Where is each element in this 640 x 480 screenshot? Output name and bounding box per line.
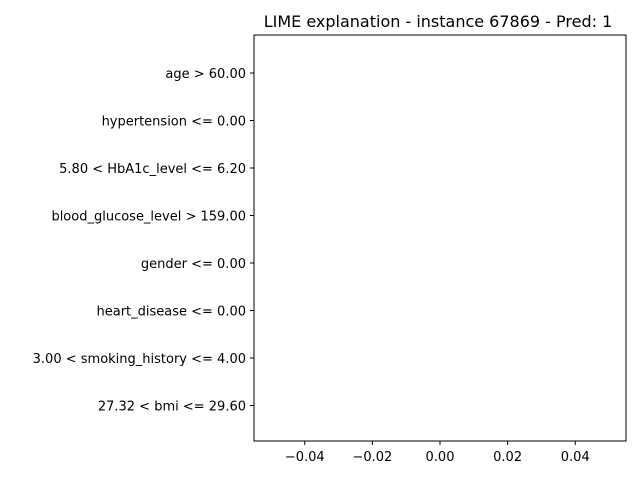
y-tick-label: 3.00 < smoking_history <= 4.00: [33, 352, 246, 367]
y-tick-label: age > 60.00: [165, 67, 246, 82]
y-tick-label: gender <= 0.00: [141, 257, 246, 272]
x-tick-label: −0.02: [352, 450, 392, 465]
y-tick-label: 5.80 < HbA1c_level <= 6.20: [59, 162, 246, 177]
x-tick-label: 0.02: [493, 450, 522, 465]
y-tick-label: 27.32 < bmi <= 29.60: [98, 400, 246, 415]
x-tick-label: 0.00: [426, 450, 455, 465]
plot-frame: [253, 34, 627, 442]
y-tick-label: blood_glucose_level > 159.00: [51, 210, 246, 225]
x-tick-label: 0.04: [561, 450, 590, 465]
y-axis-ticks: age > 60.00 hypertension <= 0.00 5.80 < Hb…: [33, 67, 254, 415]
x-tick-label: −0.04: [285, 450, 325, 465]
x-axis-ticks: −0.04 −0.02 0.00 0.02 0.04: [285, 441, 590, 465]
y-tick-label: heart_disease <= 0.00: [96, 305, 246, 320]
y-tick-label: hypertension <= 0.00: [102, 115, 246, 130]
chart-title: LIME explanation - instance 67869 - Pred…: [264, 12, 613, 31]
